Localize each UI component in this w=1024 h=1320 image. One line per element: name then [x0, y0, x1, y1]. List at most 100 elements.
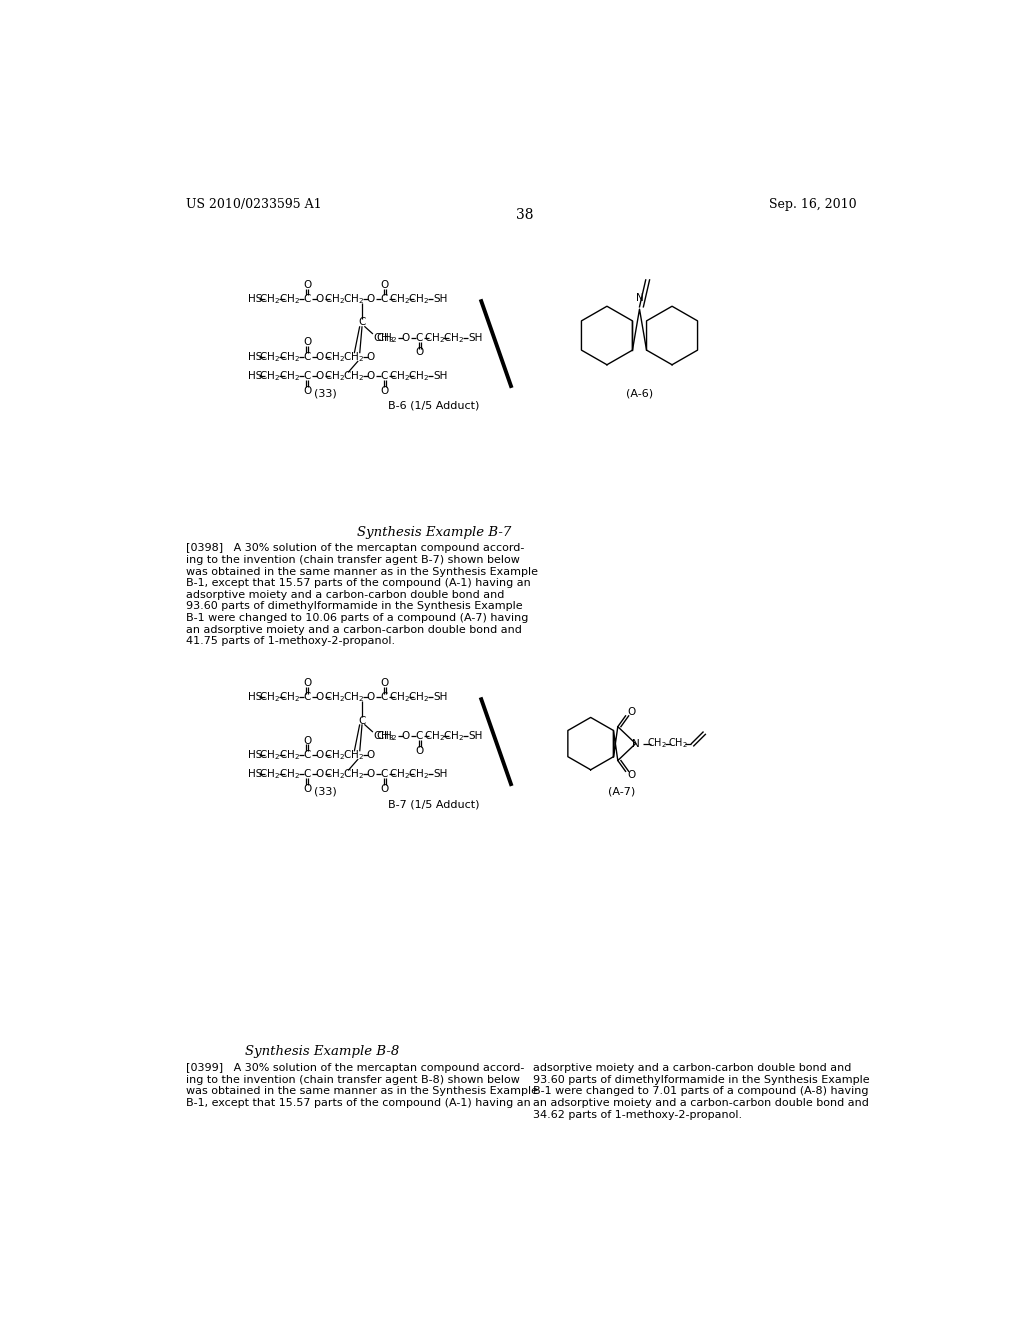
Text: C: C	[381, 770, 388, 779]
Text: CH$_2$: CH$_2$	[259, 350, 281, 364]
Text: O: O	[315, 693, 324, 702]
Text: US 2010/0233595 A1: US 2010/0233595 A1	[186, 198, 322, 211]
Text: O: O	[315, 750, 324, 760]
Text: CH$_2$: CH$_2$	[279, 748, 300, 762]
Text: CH$_2$: CH$_2$	[409, 370, 429, 383]
Text: O: O	[380, 385, 389, 396]
Text: (A-7): (A-7)	[608, 787, 635, 796]
Text: SH: SH	[433, 371, 447, 381]
Text: Synthesis Example B-8: Synthesis Example B-8	[245, 1045, 399, 1059]
Text: CH$_2$: CH$_2$	[325, 767, 345, 781]
Text: SH: SH	[433, 294, 447, 305]
Text: CH$_2$: CH$_2$	[259, 767, 281, 781]
Text: HS: HS	[248, 352, 262, 362]
Text: B-6 (1/5 Adduct): B-6 (1/5 Adduct)	[388, 401, 480, 411]
Text: O: O	[380, 280, 389, 289]
Text: CH$_2$: CH$_2$	[389, 767, 410, 781]
Text: O: O	[315, 294, 324, 305]
Text: HS: HS	[248, 770, 262, 779]
Text: CH$_2$: CH$_2$	[325, 350, 345, 364]
Text: (33): (33)	[314, 787, 337, 796]
Text: O: O	[303, 735, 311, 746]
Text: CH$_2$: CH$_2$	[259, 748, 281, 762]
Text: HS: HS	[248, 371, 262, 381]
Text: O: O	[303, 280, 311, 289]
Text: O: O	[628, 708, 636, 717]
Text: C: C	[358, 317, 366, 327]
Text: C: C	[381, 294, 388, 305]
Text: CH$_2$: CH$_2$	[647, 737, 668, 751]
Text: 38: 38	[516, 209, 534, 223]
Text: CH$_2$: CH$_2$	[279, 767, 300, 781]
Text: HS: HS	[248, 750, 262, 760]
Text: CH$_2$: CH$_2$	[424, 729, 444, 743]
Text: CH$_2$: CH$_2$	[279, 370, 300, 383]
Text: CH$_2$: CH$_2$	[325, 293, 345, 306]
Text: [0398]   A 30% solution of the mercaptan compound accord-
ing to the invention (: [0398] A 30% solution of the mercaptan c…	[186, 544, 539, 647]
Text: SH: SH	[468, 333, 482, 343]
Text: Sep. 16, 2010: Sep. 16, 2010	[769, 198, 856, 211]
Text: O: O	[367, 371, 375, 381]
Text: SH: SH	[433, 693, 447, 702]
Text: CH$_2$: CH$_2$	[259, 293, 281, 306]
Text: O: O	[367, 693, 375, 702]
Text: CH$_2$: CH$_2$	[343, 350, 364, 364]
Text: O: O	[303, 338, 311, 347]
Text: C: C	[358, 715, 366, 726]
Text: C: C	[416, 731, 423, 741]
Text: CH$_2$: CH$_2$	[279, 293, 300, 306]
Text: B-7 (1/5 Adduct): B-7 (1/5 Adduct)	[388, 799, 480, 809]
Text: C: C	[381, 371, 388, 381]
Text: O: O	[367, 770, 375, 779]
Text: CH$_2$: CH$_2$	[377, 331, 397, 345]
Text: CH$_2$: CH$_2$	[325, 690, 345, 705]
Text: CH$_2$: CH$_2$	[389, 690, 410, 705]
Text: [0399]   A 30% solution of the mercaptan compound accord-
ing to the invention (: [0399] A 30% solution of the mercaptan c…	[186, 1063, 539, 1107]
Text: O: O	[401, 731, 410, 741]
Text: O: O	[303, 677, 311, 688]
Text: SH: SH	[433, 770, 447, 779]
Text: C: C	[303, 371, 310, 381]
Text: O: O	[303, 385, 311, 396]
Text: O: O	[416, 347, 424, 358]
Text: CH$_2$: CH$_2$	[343, 370, 364, 383]
Text: C: C	[381, 693, 388, 702]
Text: O: O	[367, 352, 375, 362]
Text: CH$_2$: CH$_2$	[424, 331, 444, 345]
Text: CH$_2$: CH$_2$	[377, 729, 397, 743]
Text: O: O	[401, 333, 410, 343]
Text: C: C	[303, 294, 310, 305]
Text: (33): (33)	[314, 388, 337, 399]
Text: C: C	[303, 693, 310, 702]
Text: C: C	[303, 352, 310, 362]
Text: C: C	[303, 770, 310, 779]
Text: O: O	[628, 770, 636, 780]
Text: CH$_2$: CH$_2$	[343, 293, 364, 306]
Text: CH$_2$: CH$_2$	[325, 748, 345, 762]
Text: CH$_2$: CH$_2$	[343, 767, 364, 781]
Text: CH$_2$: CH$_2$	[443, 331, 464, 345]
Text: O: O	[315, 770, 324, 779]
Text: CH$_2$: CH$_2$	[279, 350, 300, 364]
Text: CH$_2$: CH$_2$	[409, 293, 429, 306]
Text: O: O	[380, 784, 389, 795]
Text: CH$_2$: CH$_2$	[259, 370, 281, 383]
Text: O: O	[416, 746, 424, 755]
Text: CH$_3$: CH$_3$	[373, 729, 394, 743]
Text: CH$_2$: CH$_2$	[389, 293, 410, 306]
Text: Synthesis Example B-7: Synthesis Example B-7	[357, 527, 511, 540]
Text: SH: SH	[468, 731, 482, 741]
Text: O: O	[303, 784, 311, 795]
Text: adsorptive moiety and a carbon-carbon double bond and
93.60 parts of dimethylfor: adsorptive moiety and a carbon-carbon do…	[532, 1063, 869, 1119]
Text: CH$_2$: CH$_2$	[409, 767, 429, 781]
Text: C: C	[303, 750, 310, 760]
Text: CH$_2$: CH$_2$	[343, 748, 364, 762]
Text: O: O	[315, 352, 324, 362]
Text: CH$_2$: CH$_2$	[325, 370, 345, 383]
Text: HS: HS	[248, 294, 262, 305]
Text: HS: HS	[248, 693, 262, 702]
Text: CH$_2$: CH$_2$	[409, 690, 429, 705]
Text: (A-6): (A-6)	[626, 388, 653, 399]
Text: N: N	[632, 739, 640, 748]
Text: O: O	[367, 750, 375, 760]
